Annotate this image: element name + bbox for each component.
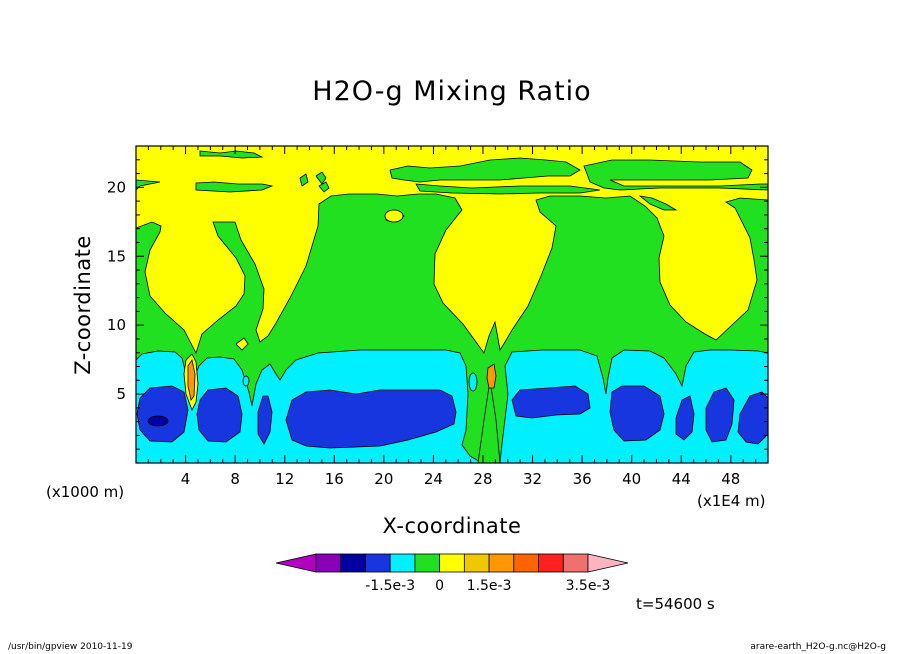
colorbar-bin	[463, 553, 490, 573]
chart-title: H2O-g Mixing Ratio	[312, 76, 592, 107]
x-tick-label: 32	[523, 470, 542, 488]
blue-core-3	[285, 389, 457, 449]
colorbar-bin	[488, 553, 515, 573]
x-tick-label: 40	[622, 470, 641, 488]
x-tick-label: 4	[181, 470, 191, 488]
yellow-island-0	[235, 337, 249, 351]
colorbar: -1.5e-3 0 1.5e-3 3.5e-3	[275, 553, 629, 594]
x-tick-label: 20	[374, 470, 393, 488]
colorbar-bin	[513, 553, 539, 573]
y-tick-label: 5	[116, 385, 126, 403]
cyan-island-1	[468, 372, 478, 392]
green-column-3	[199, 150, 264, 159]
y-tick-label: 20	[107, 178, 126, 196]
time-label: t=54600 s	[636, 595, 715, 613]
y-axis-label: Z-coordinate	[71, 235, 95, 375]
x-tick-label: 16	[325, 470, 344, 488]
blue-core-0	[136, 385, 189, 443]
contour-fields	[136, 146, 768, 463]
colorbar-label: -1.5e-3	[365, 578, 415, 594]
x-tick-label: 8	[230, 470, 240, 488]
blue-core-7	[705, 387, 735, 443]
colorbar-bin	[275, 553, 317, 573]
footer-left: /usr/bin/gpview 2010-11-19	[8, 642, 133, 652]
colorbar-label: 3.5e-3	[566, 578, 611, 594]
colorbar-bin	[414, 553, 441, 573]
blue-core-5	[609, 385, 665, 442]
cyan-tongue	[686, 400, 702, 463]
colorbar-bin	[538, 553, 564, 573]
colorbar-bin	[439, 553, 465, 573]
green-tongue	[477, 379, 501, 463]
colorbar-label: 1.5e-3	[467, 578, 512, 594]
y-tick-label: 15	[107, 247, 126, 265]
dark-core	[147, 415, 169, 427]
x-tick-label: 12	[275, 470, 294, 488]
orange-core-0	[187, 358, 196, 401]
colorbar-bin	[389, 553, 416, 573]
orange-core-1	[486, 363, 497, 389]
x-tick-label: 48	[721, 470, 740, 488]
x-tick-label: 36	[573, 470, 592, 488]
x-tick-label: 44	[672, 470, 691, 488]
x-tick-label: 24	[424, 470, 443, 488]
green-column-6	[583, 159, 768, 191]
green-column-7	[638, 195, 678, 211]
x-unit-label: (x1000 m)	[46, 483, 125, 501]
x-tick-label: 28	[473, 470, 492, 488]
blue-core-8	[737, 391, 768, 445]
blue-core-1	[196, 387, 243, 443]
green-column-5	[415, 183, 601, 195]
colorbar-bin	[365, 553, 391, 573]
green-column-9	[315, 171, 327, 185]
plot-frame	[135, 145, 769, 464]
green-column-4	[389, 157, 581, 183]
colorbar-bin	[587, 553, 629, 573]
blue-core-4	[511, 385, 591, 419]
colorbar-bin	[340, 553, 366, 573]
green-column-10	[318, 181, 330, 193]
x-axis-label: X-coordinate	[382, 514, 522, 538]
y-tick-label: 10	[107, 316, 126, 334]
blue-core-6	[675, 395, 695, 441]
colorbar-bin	[562, 553, 589, 573]
colorbar-label: 0	[435, 578, 444, 594]
yellow-island-2	[384, 209, 404, 223]
green-column-8	[299, 173, 309, 187]
green-column-2	[195, 181, 274, 193]
x-scale-label: (x1E4 m)	[697, 492, 766, 510]
footer-right: arare-earth_H2O-g.nc@H2O-g	[750, 642, 886, 652]
green-column-1	[136, 168, 161, 191]
blue-core-2	[257, 395, 273, 445]
cyan-island-0	[242, 375, 250, 387]
colorbar-bin	[315, 553, 342, 573]
